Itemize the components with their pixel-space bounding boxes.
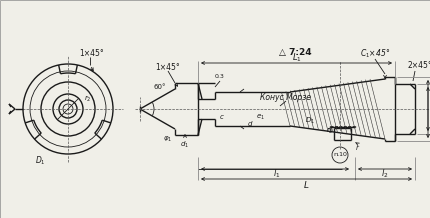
Text: $r_2$: $r_2$ bbox=[326, 126, 334, 136]
Text: $D_1$: $D_1$ bbox=[305, 116, 315, 126]
Text: $d_1$: $d_1$ bbox=[181, 140, 190, 150]
Text: $r_2$: $r_2$ bbox=[84, 94, 92, 104]
Text: 2×45°: 2×45° bbox=[408, 61, 430, 70]
Text: $e_1$: $e_1$ bbox=[255, 112, 264, 122]
Text: $D_1$: $D_1$ bbox=[35, 155, 46, 167]
Text: $\varphi_1$: $\varphi_1$ bbox=[163, 135, 172, 144]
Text: $l_2$: $l_2$ bbox=[381, 168, 389, 180]
Text: $c$: $c$ bbox=[219, 113, 225, 121]
Text: $l_1$: $l_1$ bbox=[273, 168, 280, 180]
Text: $d$: $d$ bbox=[247, 119, 253, 128]
Text: 0.3: 0.3 bbox=[215, 75, 225, 80]
Text: Конус Морзе: Конус Морзе bbox=[261, 92, 311, 102]
Text: $C_1$×45°: $C_1$×45° bbox=[360, 48, 390, 60]
Text: п.10: п.10 bbox=[333, 153, 347, 157]
Text: 1×45°: 1×45° bbox=[156, 63, 180, 72]
Text: $L$: $L$ bbox=[303, 179, 310, 189]
Text: 60°: 60° bbox=[154, 84, 166, 90]
Text: $r$: $r$ bbox=[355, 143, 361, 152]
Text: 1×45°: 1×45° bbox=[80, 48, 104, 58]
Text: $L_1$: $L_1$ bbox=[292, 52, 301, 64]
Text: △ 7:24: △ 7:24 bbox=[279, 48, 311, 58]
